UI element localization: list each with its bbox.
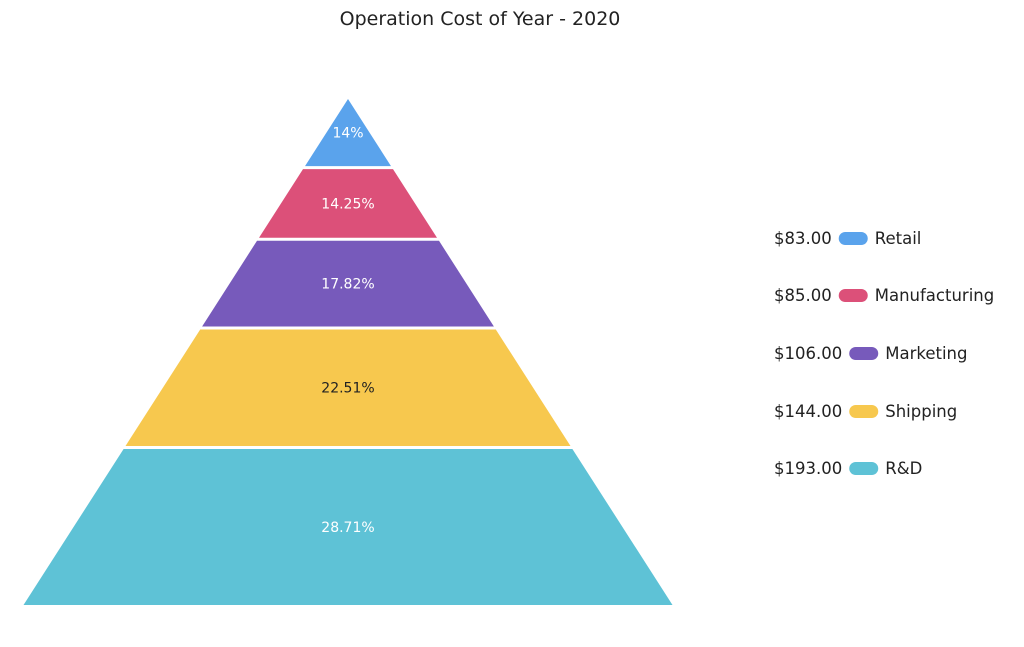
legend-marker-icon xyxy=(849,405,879,418)
segment-percent-label: 22.51% xyxy=(321,381,374,397)
legend-value: $83.00 xyxy=(774,229,832,248)
pyramid-segment-marketing[interactable] xyxy=(202,240,494,327)
legend-label: R&D xyxy=(885,459,922,478)
legend-marker-icon xyxy=(838,232,868,245)
legend-item-manufacturing[interactable]: $85.00 Manufacturing xyxy=(774,286,994,305)
legend-item-marketing[interactable]: $106.00 Marketing xyxy=(774,344,967,363)
pyramid-segment-manufacturing[interactable] xyxy=(259,169,437,238)
segment-percent-label: 14% xyxy=(332,126,363,142)
legend-value: $106.00 xyxy=(774,344,842,363)
legend-label: Manufacturing xyxy=(875,286,994,305)
legend-marker-icon xyxy=(849,462,879,475)
legend-value: $85.00 xyxy=(774,286,832,305)
pyramid-segment-retail[interactable] xyxy=(305,99,391,167)
legend-value: $144.00 xyxy=(774,402,842,421)
segment-percent-label: 17.82% xyxy=(321,277,374,293)
segment-percent-label: 28.71% xyxy=(321,520,374,536)
legend-label: Marketing xyxy=(885,344,967,363)
legend: $83.00 Retail $85.00 Manufacturing $106.00 Ma… xyxy=(774,229,994,478)
pyramid-segment-shipping[interactable] xyxy=(125,329,571,447)
legend-marker-icon xyxy=(849,347,879,360)
pyramid-segment-rd[interactable] xyxy=(23,449,673,605)
legend-label: Retail xyxy=(875,229,922,248)
segment-percent-label: 14.25% xyxy=(321,197,374,213)
legend-item-rd[interactable]: $193.00 R&D xyxy=(774,459,922,478)
legend-item-shipping[interactable]: $144.00 Shipping xyxy=(774,402,957,421)
chart-title: Operation Cost of Year - 2020 xyxy=(340,8,621,30)
legend-label: Shipping xyxy=(885,402,957,421)
legend-item-retail[interactable]: $83.00 Retail xyxy=(774,229,921,248)
legend-value: $193.00 xyxy=(774,459,842,478)
pyramid-segments: 14% 14.25% 17.82% 22.51% 28.71% xyxy=(23,99,673,605)
legend-marker-icon xyxy=(838,289,868,302)
